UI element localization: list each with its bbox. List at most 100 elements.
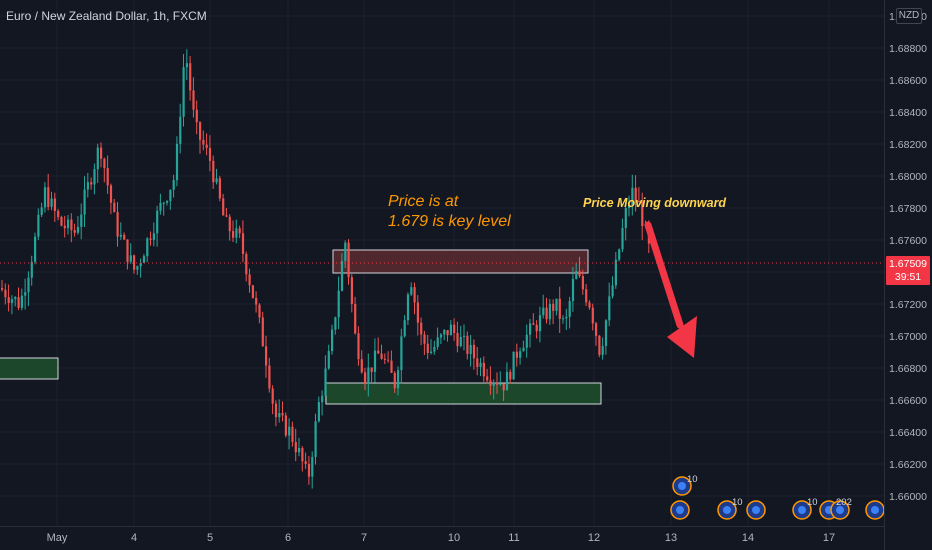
- candle-body: [538, 315, 542, 332]
- candle-body: [60, 217, 63, 226]
- key-level-note[interactable]: Price is at 1.679 is key level: [388, 192, 511, 232]
- candle-body: [515, 351, 518, 358]
- candle-body: [116, 212, 119, 237]
- x-tick-label: 12: [588, 532, 600, 544]
- candle-body: [380, 353, 383, 359]
- candle-body: [57, 210, 60, 218]
- candle-body: [146, 238, 149, 257]
- x-tick-label: 6: [285, 532, 291, 544]
- candle-body: [558, 298, 561, 319]
- candle-body: [17, 297, 20, 308]
- candle-body: [43, 187, 47, 208]
- countdown-timer: 39:51: [894, 271, 922, 283]
- candle-body: [347, 242, 350, 278]
- candle-body: [400, 336, 403, 371]
- candle-body: [383, 358, 386, 360]
- y-tick-label: 1.67800: [889, 203, 927, 215]
- y-tick-label: 1.68400: [889, 107, 927, 119]
- candle-body: [294, 442, 297, 453]
- x-tick-label: 7: [361, 532, 367, 544]
- candle-body: [166, 201, 169, 203]
- candle-body: [265, 346, 268, 366]
- x-tick-label: May: [47, 532, 68, 544]
- candle-body: [479, 362, 482, 367]
- candle-body: [548, 303, 551, 320]
- event-count-label: 202: [836, 497, 852, 508]
- candle-body: [40, 207, 43, 215]
- candle-body: [189, 63, 192, 91]
- candle-body: [522, 347, 525, 352]
- y-tick-label: 1.67600: [889, 235, 927, 247]
- candle-body: [340, 260, 344, 291]
- downward-arrow[interactable]: [644, 221, 697, 358]
- candle-body: [314, 421, 317, 457]
- candle-body: [126, 239, 129, 262]
- candle-body: [149, 238, 152, 240]
- candle-body: [443, 330, 446, 335]
- candle-body: [179, 116, 182, 144]
- y-tick-label: 1.68800: [889, 43, 927, 55]
- candle-body: [291, 426, 294, 443]
- candle-body: [215, 178, 218, 183]
- candle-body: [367, 367, 370, 384]
- candle-body: [106, 168, 109, 186]
- candle-body: [241, 233, 245, 254]
- candle-body: [565, 316, 568, 319]
- globe-event-icon-inner: [678, 482, 686, 490]
- candle-body: [420, 322, 423, 335]
- candle-body: [182, 67, 185, 117]
- candle-body: [1, 288, 4, 290]
- candle-body: [10, 299, 14, 303]
- event-count-label: 10: [807, 497, 818, 508]
- candle-body: [192, 90, 195, 110]
- candle-body: [268, 365, 271, 389]
- downward-note[interactable]: Price Moving downward: [583, 196, 727, 210]
- candle-body: [449, 324, 452, 336]
- y-tick-label: 1.67200: [889, 299, 927, 311]
- price-axis-border: [884, 0, 885, 550]
- candle-body: [423, 334, 426, 344]
- event-count-label: 10: [687, 474, 698, 485]
- x-tick-label: 14: [742, 532, 754, 544]
- candle-body: [618, 249, 621, 260]
- y-tick-label: 1.66000: [889, 491, 927, 503]
- candle-body: [271, 388, 274, 404]
- candle-body: [96, 147, 99, 170]
- globe-event-icon-inner: [871, 506, 879, 514]
- candle-body: [311, 456, 314, 477]
- candle-body: [248, 274, 251, 286]
- candle-body: [195, 109, 198, 123]
- support-zone[interactable]: [325, 382, 602, 405]
- globe-event-icon-inner: [798, 506, 806, 514]
- candle-body: [185, 63, 188, 68]
- symbol-title[interactable]: Euro / New Zealand Dollar, 1h, FXCM: [6, 9, 207, 23]
- resistance-zone[interactable]: [332, 249, 589, 274]
- candle-body: [387, 359, 390, 361]
- candle-body: [436, 337, 439, 347]
- candle-body: [486, 376, 489, 381]
- candle-body: [30, 261, 33, 278]
- candle-body: [63, 225, 66, 229]
- candle-body: [512, 351, 515, 380]
- key-level-note-line1: Price is at: [388, 193, 459, 210]
- time-axis: May 4 5 6 7 10 11 12 13 14 17: [47, 532, 836, 544]
- support-zone-left[interactable]: [0, 357, 59, 380]
- x-tick-label: 13: [665, 532, 677, 544]
- candle-body: [24, 292, 27, 296]
- candle-body: [364, 372, 367, 384]
- candle-body: [542, 307, 545, 316]
- candle-body: [489, 380, 492, 386]
- candle-body: [585, 289, 588, 303]
- candle-body: [199, 122, 202, 140]
- currency-badge[interactable]: NZD: [896, 8, 922, 24]
- candle-body: [552, 303, 555, 311]
- price-axis: 1.690001.688001.686001.684001.682001.680…: [889, 11, 927, 503]
- last-price-badge[interactable]: 1.67509 39:51: [886, 256, 930, 285]
- candle-body: [496, 382, 499, 385]
- key-level-note-line2: 1.679 is key level: [388, 213, 511, 230]
- candle-body: [637, 201, 641, 203]
- candle-body: [301, 448, 304, 462]
- candle-body: [205, 144, 208, 148]
